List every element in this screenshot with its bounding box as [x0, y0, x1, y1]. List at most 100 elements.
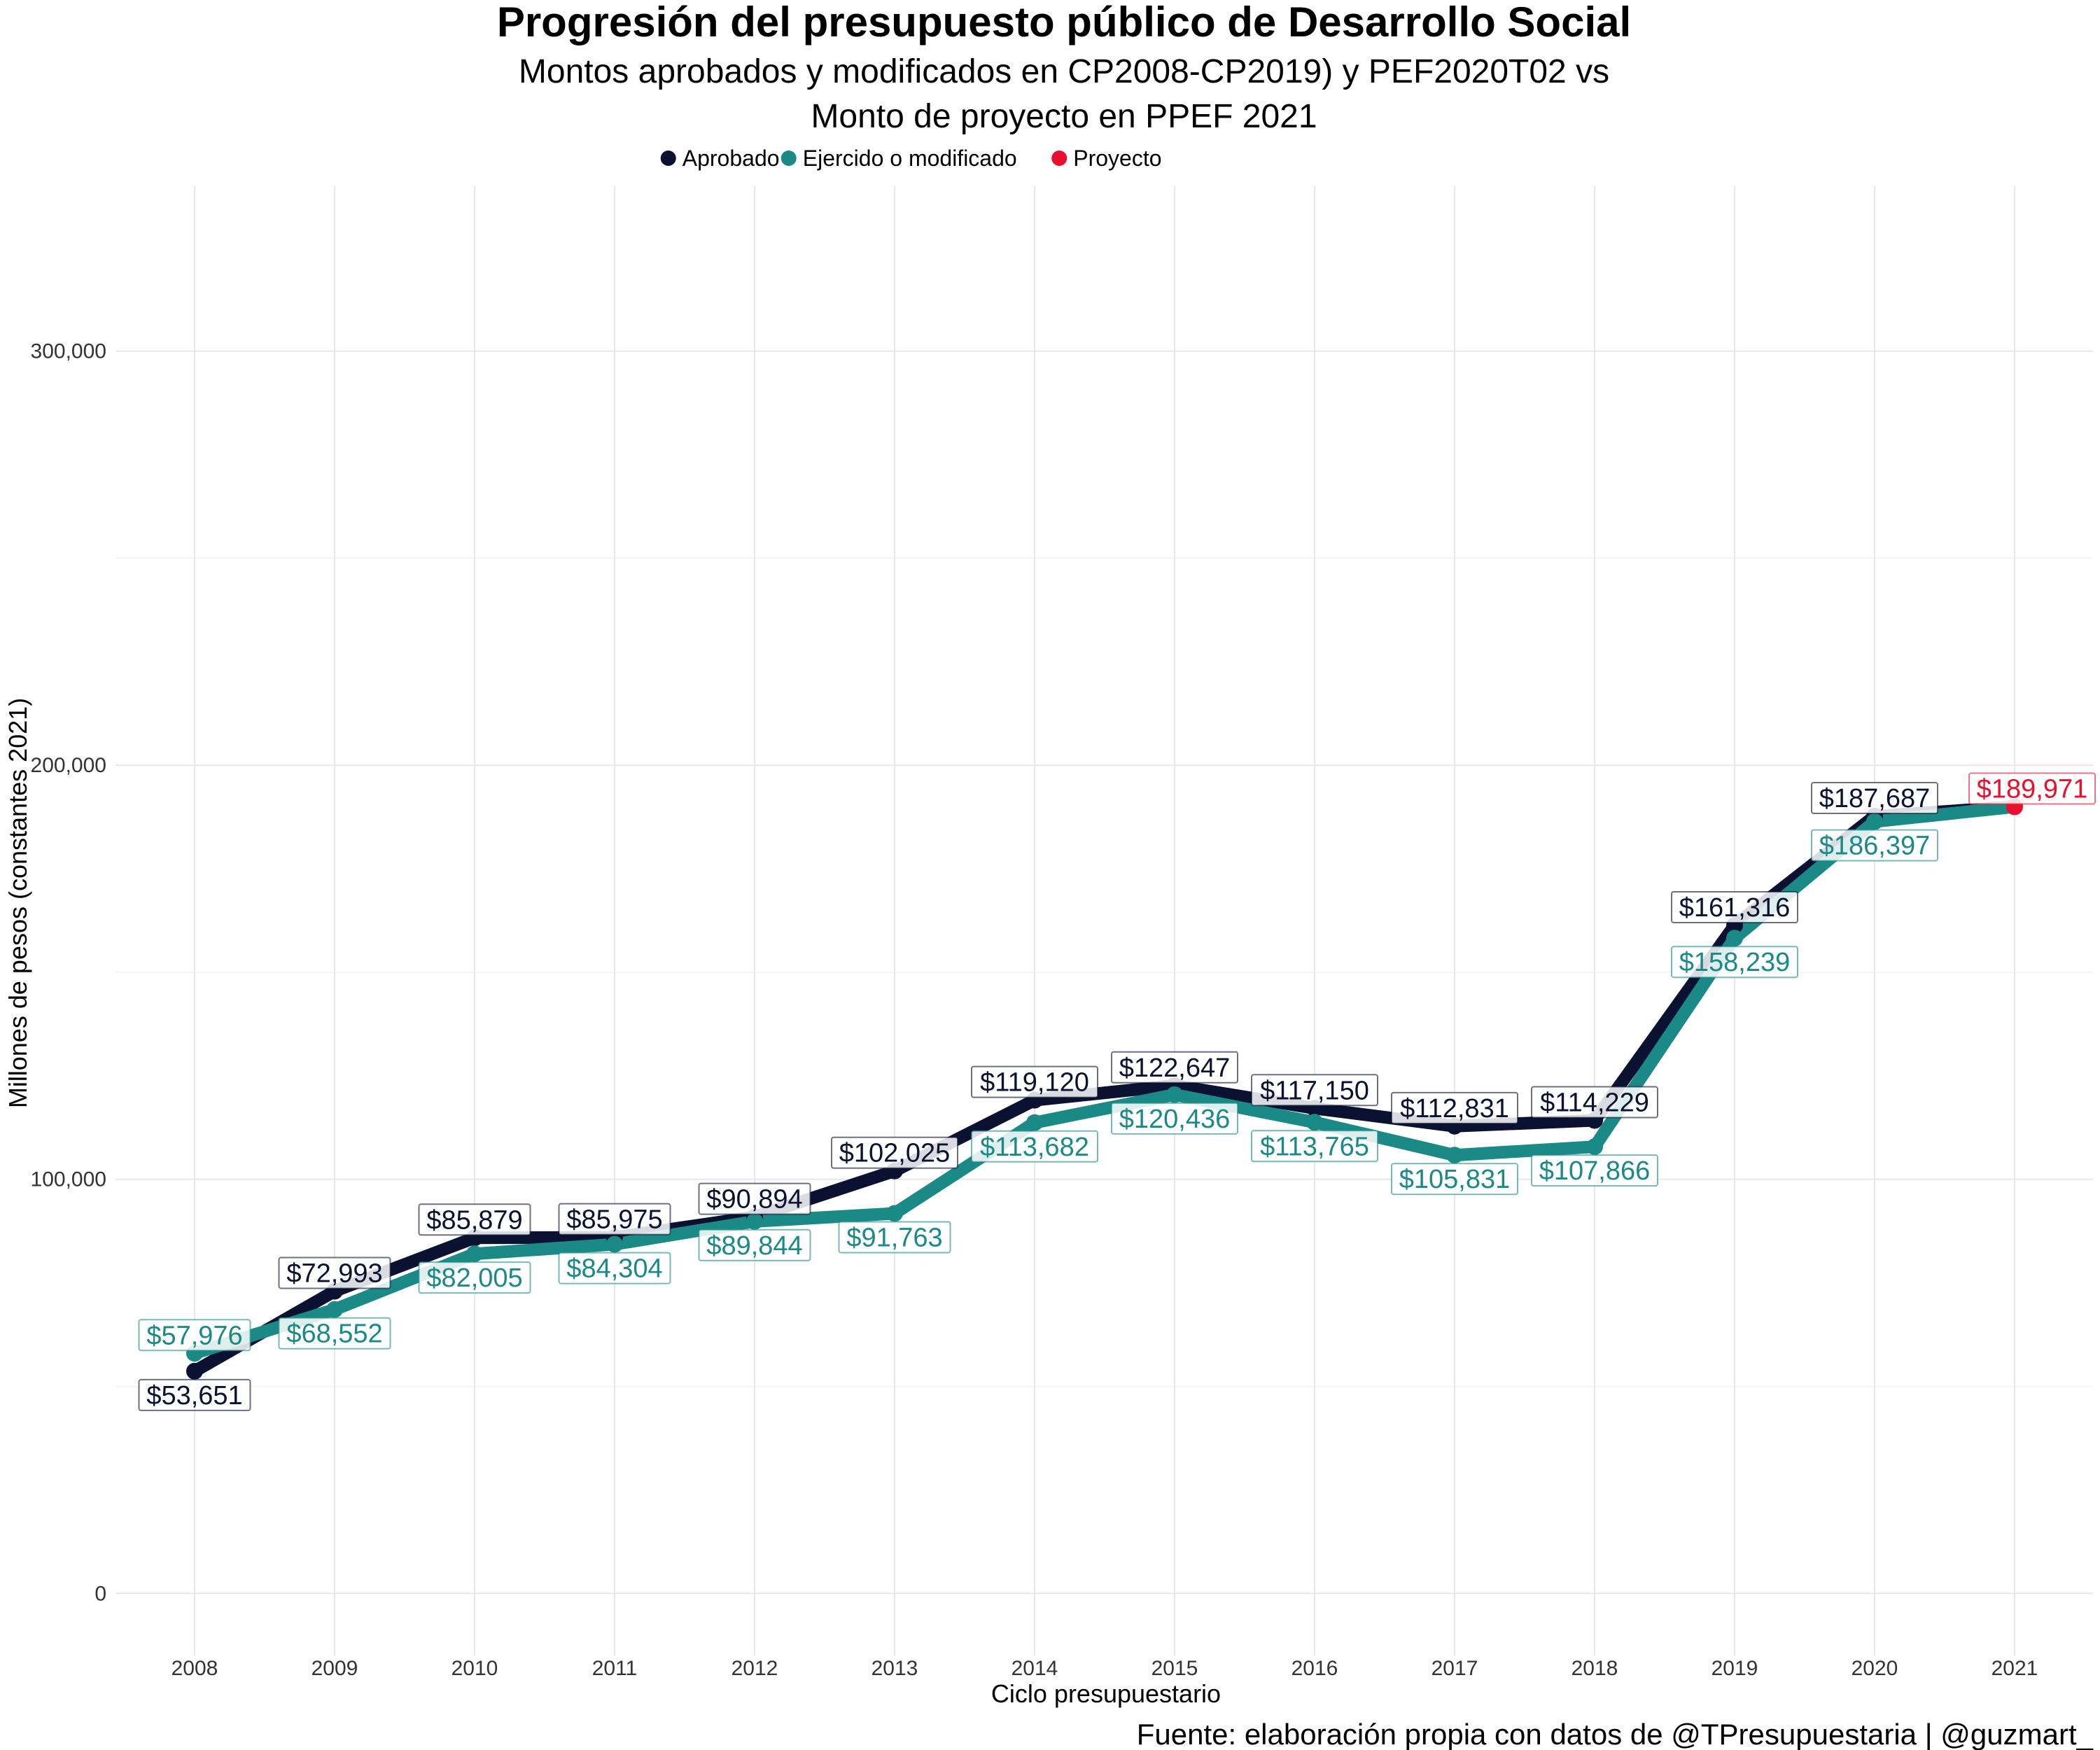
data-label: $72,993 [278, 1256, 391, 1289]
data-label: $90,894 [698, 1182, 811, 1215]
data-label-text: $113,765 [1260, 1132, 1369, 1161]
data-point [1446, 1147, 1463, 1164]
data-label: $89,844 [698, 1228, 811, 1261]
chart-subtitle-line-1: Montos aprobados y modificados en CP2008… [519, 53, 1609, 90]
data-label-text: $189,971 [1977, 774, 2088, 804]
data-label: $102,025 [831, 1136, 958, 1169]
data-label-text: $53,651 [146, 1381, 242, 1410]
legend-item: Aprobado [660, 146, 780, 171]
data-label-box [1811, 782, 1938, 815]
data-point [1866, 813, 1883, 830]
data-point [1726, 930, 1743, 947]
data-label-text: $120,436 [1119, 1105, 1231, 1134]
x-tick-label: 2021 [1991, 1657, 2038, 1680]
data-label-box [1251, 1074, 1378, 1107]
x-tick-label: 2010 [451, 1657, 498, 1680]
data-label: $107,866 [1531, 1154, 1658, 1187]
y-tick-label: 200,000 [31, 754, 106, 777]
x-tick-label: 2016 [1292, 1657, 1338, 1680]
data-label-text: $122,647 [1119, 1054, 1231, 1083]
data-label-box [831, 1136, 958, 1169]
data-label: $189,971 [1968, 772, 2096, 805]
x-axis-ticks: 2008 2009 2010 2011 2012 2013 2014 2015 2016 2017… [172, 1657, 2038, 1680]
data-label: $117,150 [1251, 1074, 1378, 1107]
data-label-text: $68,552 [286, 1320, 382, 1349]
data-point [186, 1362, 203, 1380]
legend-label: Aprobado [682, 146, 780, 171]
data-label: $112,831 [1391, 1091, 1518, 1124]
data-point [606, 1236, 623, 1253]
legend: Aprobado Ejercido o modificado Proyecto [660, 146, 1162, 171]
x-tick-label: 2013 [872, 1657, 918, 1680]
data-label: $85,879 [418, 1203, 531, 1236]
data-label-box [698, 1228, 811, 1261]
data-label-box [698, 1182, 811, 1215]
data-label-box [1391, 1091, 1518, 1124]
x-tick-label: 2015 [1152, 1657, 1198, 1680]
data-label-text: $105,831 [1399, 1165, 1511, 1194]
data-label-text: $114,229 [1540, 1088, 1649, 1118]
data-point [1586, 1138, 1603, 1156]
data-label-text: $102,025 [839, 1139, 951, 1168]
data-label-text: $161,316 [1679, 893, 1791, 923]
data-point [466, 1245, 483, 1263]
data-label-text: $113,682 [980, 1133, 1089, 1162]
data-label: $105,831 [1391, 1163, 1518, 1196]
data-label-text: $84,304 [566, 1254, 662, 1284]
data-label-text: $186,397 [1819, 832, 1931, 861]
chart-subtitle-line-2: Monto de proyecto en PPEF 2021 [811, 98, 1317, 135]
data-label: $85,975 [558, 1203, 671, 1236]
data-point [1026, 1114, 1043, 1131]
data-label: $158,239 [1671, 946, 1798, 979]
grid [115, 186, 2093, 1656]
data-label: $82,005 [418, 1261, 531, 1294]
data-label-box [1531, 1154, 1658, 1187]
legend-item: Proyecto [1051, 146, 1162, 171]
x-tick-label: 2020 [1851, 1657, 1898, 1680]
data-label-text: $112,831 [1400, 1094, 1509, 1124]
legend-key-1 [780, 150, 797, 166]
data-label-text: $72,993 [286, 1259, 382, 1288]
x-tick-label: 2011 [592, 1657, 638, 1680]
data-label: $187,687 [1811, 782, 1938, 815]
data-label-text: $82,005 [426, 1264, 522, 1293]
data-label-text: $89,844 [706, 1231, 802, 1261]
data-label: $113,682 [971, 1130, 1098, 1163]
x-tick-label: 2014 [1011, 1657, 1058, 1680]
data-label-text: $90,894 [706, 1185, 802, 1214]
data-label: $114,229 [1531, 1086, 1658, 1119]
y-tick-label: 100,000 [31, 1168, 106, 1191]
data-label-box [278, 1317, 391, 1350]
data-label-box [1391, 1163, 1518, 1196]
x-tick-label: 2018 [1572, 1657, 1618, 1680]
data-label: $113,765 [1251, 1130, 1378, 1163]
data-label-box [1111, 1102, 1238, 1135]
source-caption: Fuente: elaboración propia con datos de … [1137, 1718, 2094, 1750]
data-label-box [971, 1130, 1098, 1163]
data-point [746, 1212, 763, 1230]
data-label-box [1531, 1086, 1658, 1119]
data-label-box [971, 1065, 1098, 1098]
data-label-box [418, 1261, 531, 1294]
data-label: $57,976 [138, 1319, 251, 1352]
data-label: $53,651 [138, 1378, 251, 1411]
legend-key-2 [1051, 150, 1068, 166]
data-label: $161,316 [1671, 891, 1798, 924]
data-label-box [1671, 891, 1798, 924]
y-axis-title: Millones de pesos (constantes 2021) [4, 698, 32, 1108]
data-label-box [278, 1256, 391, 1289]
data-label-text: $117,150 [1260, 1076, 1369, 1105]
data-label-box [558, 1203, 671, 1236]
data-label: $119,120 [971, 1065, 1098, 1098]
data-label-text: $57,976 [146, 1321, 242, 1350]
data-label-box [138, 1378, 251, 1411]
data-point [326, 1301, 343, 1318]
data-labels: $57,976 $53,651 $72,993 $68,552 $85,879 $82,0… [138, 772, 2096, 1411]
data-label-box [838, 1221, 951, 1254]
y-tick-label: 300,000 [31, 340, 106, 363]
legend-key-0 [660, 150, 676, 166]
legend-item: Ejercido o modificado [780, 146, 1017, 171]
data-label-text: $158,239 [1679, 948, 1791, 977]
data-label-text: $187,687 [1819, 784, 1931, 813]
data-label: $120,436 [1111, 1102, 1238, 1135]
